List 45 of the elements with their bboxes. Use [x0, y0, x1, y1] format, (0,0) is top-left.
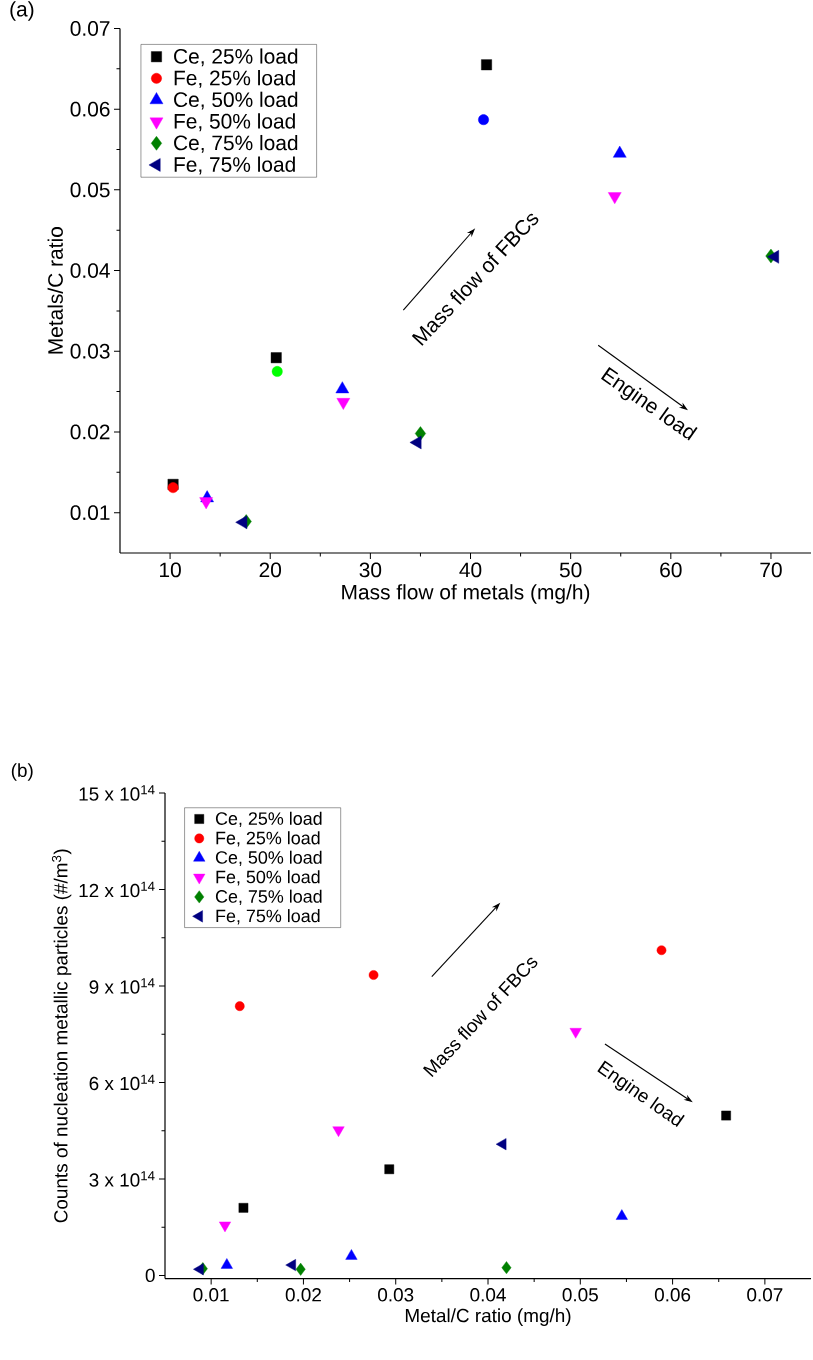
chart-title: (b) [11, 763, 33, 781]
x-tick-label: 40 [459, 562, 482, 578]
x-tick-label: 0.04 [470, 1288, 506, 1302]
y-tick-label: 9 x 10$^{14}$ [89, 978, 155, 994]
legend-label: Fe, 75% load [174, 156, 295, 175]
chart-title: (a) [10, 1, 34, 21]
legend-label: Ce, 75% load [215, 889, 322, 905]
y-tick-label: 0.01 [70, 505, 110, 521]
legend-label: Ce, 25% load [174, 48, 298, 67]
y-axis-title: Metals/C ratio [47, 227, 63, 354]
x-tick-label: 30 [359, 562, 382, 578]
legend-label: Fe, 50% load [174, 113, 295, 132]
x-axis-title: Metal/C ratio (mg/h) [405, 1308, 571, 1326]
y-tick-label: 3 x 10$^{14}$ [89, 1171, 155, 1187]
x-tick-label: 50 [559, 562, 582, 578]
x-tick-label: 0.06 [654, 1288, 691, 1302]
y-tick-label: 6 x 10$^{14}$ [89, 1074, 155, 1091]
x-tick-label: 70 [760, 562, 782, 578]
x-tick-label: 0.03 [378, 1288, 414, 1302]
y-axis-title: Counts of nucleation metallic particles (#/m$^{3}$) [51, 849, 72, 1223]
y-tick-label: 0.05 [70, 182, 110, 198]
legend-label: Ce, 75% load [174, 134, 298, 153]
legend-label: Fe, 25% load [174, 70, 295, 88]
y-tick-label: 0.06 [70, 101, 110, 117]
x-tick-label: 0.01 [193, 1288, 229, 1302]
legend-label: Fe, 75% load [216, 909, 320, 925]
legend-label: Fe, 25% load [216, 831, 320, 847]
x-axis-title: Mass flow of metals (mg/h) [342, 584, 590, 604]
y-tick-label: 0.02 [70, 424, 110, 440]
y-tick-label: 0.03 [70, 343, 110, 359]
y-tick-label: 0 [145, 1268, 155, 1283]
y-tick-label: 15 x 10$^{14}$ [79, 785, 155, 801]
x-tick-label: 10 [160, 562, 181, 578]
x-tick-label: 0.02 [285, 1288, 321, 1302]
legend-label: Ce, 25% load [215, 811, 322, 828]
y-tick-label: 0.04 [70, 263, 110, 278]
x-tick-label: 0.05 [562, 1288, 598, 1302]
y-tick-label: 0.07 [70, 21, 110, 36]
legend-label: Fe, 50% load [216, 870, 320, 886]
x-tick-label: 60 [660, 562, 682, 578]
y-tick-label: 12 x 10$^{14}$ [79, 881, 155, 898]
legend-label: Ce, 50% load [174, 91, 298, 110]
legend-label: Ce, 50% load [215, 850, 322, 866]
x-tick-label: 0.07 [747, 1288, 783, 1302]
x-tick-label: 20 [259, 562, 282, 578]
